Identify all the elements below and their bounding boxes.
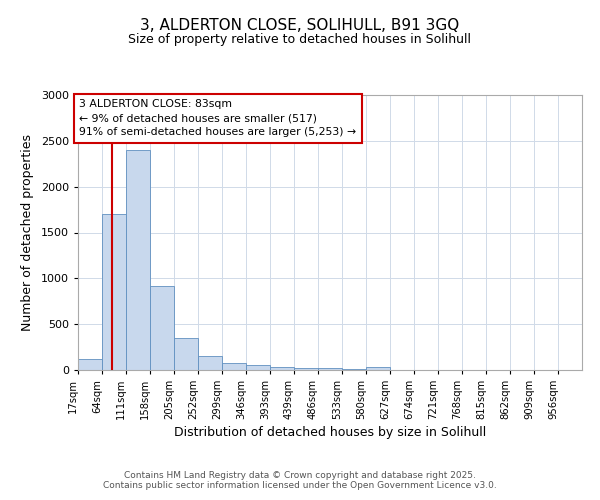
Bar [150, 286, 174, 370]
Text: Size of property relative to detached houses in Solihull: Size of property relative to detached ho… [128, 32, 472, 46]
Text: Contains HM Land Registry data © Crown copyright and database right 2025.
Contai: Contains HM Land Registry data © Crown c… [103, 470, 497, 490]
Bar [126, 150, 150, 370]
Bar [102, 214, 126, 370]
Bar [198, 356, 222, 370]
Bar [318, 368, 342, 370]
Bar [270, 367, 294, 370]
Text: 3 ALDERTON CLOSE: 83sqm
← 9% of detached houses are smaller (517)
91% of semi-de: 3 ALDERTON CLOSE: 83sqm ← 9% of detached… [79, 99, 356, 137]
Bar [222, 362, 246, 370]
Bar [366, 367, 390, 370]
Bar [342, 369, 366, 370]
Bar [246, 365, 270, 370]
Y-axis label: Number of detached properties: Number of detached properties [21, 134, 34, 331]
Bar [78, 359, 102, 370]
X-axis label: Distribution of detached houses by size in Solihull: Distribution of detached houses by size … [174, 426, 486, 440]
Text: 3, ALDERTON CLOSE, SOLIHULL, B91 3GQ: 3, ALDERTON CLOSE, SOLIHULL, B91 3GQ [140, 18, 460, 32]
Bar [294, 368, 318, 370]
Bar [174, 338, 198, 370]
